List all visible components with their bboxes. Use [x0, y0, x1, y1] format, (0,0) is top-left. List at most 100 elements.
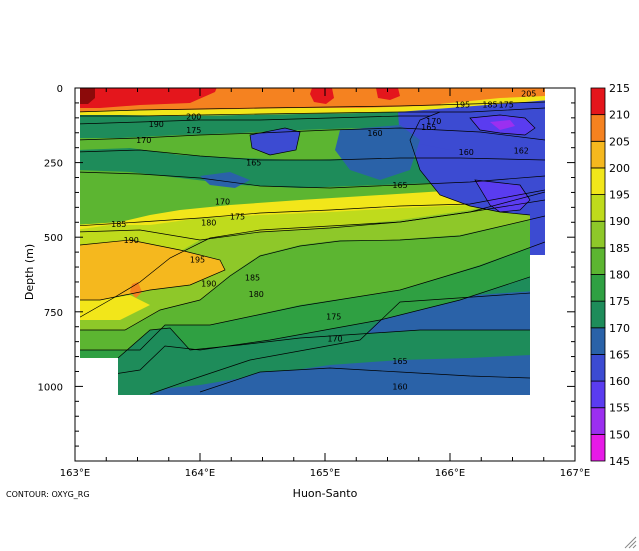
contour-label: 185	[245, 273, 260, 282]
x-tick-label: 166°E	[435, 468, 465, 479]
colorbar-label: 195	[609, 189, 630, 202]
contour-label: 180	[249, 290, 264, 299]
contour-line	[80, 189, 545, 227]
colorbar-label: 175	[609, 295, 630, 308]
contour-lines	[80, 101, 545, 395]
contour-line	[409, 111, 531, 216]
colorbar-label: 155	[609, 402, 630, 415]
y-tick-label: 250	[44, 159, 63, 170]
band-surface-darkred	[80, 88, 95, 104]
contour-label: 165	[421, 123, 436, 132]
blob-red-166e	[376, 88, 400, 100]
colorbar-label: 165	[609, 348, 630, 361]
contour-label: 185	[482, 100, 497, 109]
x-tick-label: 164°E	[185, 468, 215, 479]
contour-label: 180	[201, 218, 216, 227]
contour-label: 200	[186, 112, 201, 121]
contour-label: 165	[392, 181, 407, 190]
contour-line	[80, 101, 545, 113]
y-tick-label: 1000	[38, 382, 63, 393]
x-tick-label: 165°E	[310, 468, 340, 479]
contour-label: 170	[136, 136, 151, 145]
x-axis-title: Huon-Santo	[293, 487, 358, 500]
contour-line	[80, 115, 430, 125]
colorbar-label: 150	[609, 428, 630, 441]
colorbar-label: 205	[609, 135, 630, 148]
colorbar-swatch	[590, 327, 606, 355]
contour-label: 175	[499, 100, 514, 109]
colorbar-swatch	[590, 167, 606, 195]
colorbar-swatch	[590, 300, 606, 329]
colorbar-label: 200	[609, 162, 630, 175]
blob-blue-top-east	[398, 100, 545, 160]
contour-line	[80, 171, 545, 189]
contour-label: 165	[392, 357, 407, 366]
contour-label: 175	[326, 312, 341, 321]
contour-line	[469, 114, 536, 136]
contour-line	[80, 149, 545, 161]
colorbar-label: 160	[609, 375, 630, 388]
colorbar-label: 180	[609, 269, 630, 282]
contour-label: 195	[190, 256, 205, 265]
blob-lavender-east	[475, 180, 530, 212]
contour-label: 170	[327, 335, 342, 344]
contour-line	[80, 199, 545, 321]
colorbar-swatch	[590, 114, 606, 142]
colorbar-label: 145	[609, 455, 630, 468]
blob-blue-west	[335, 125, 420, 180]
blob-red-165e	[310, 88, 334, 104]
blob-magenta-east	[490, 120, 515, 130]
y-axis-title: Depth (m)	[23, 244, 36, 300]
contour-line	[80, 215, 545, 331]
colorbar-label: 190	[609, 215, 630, 228]
contour-label: 195	[455, 100, 470, 109]
contour-line	[80, 271, 545, 381]
colorbar-label: 210	[609, 109, 630, 122]
contour-line	[80, 241, 545, 351]
blob-blue-mid	[200, 172, 250, 188]
x-tick-label: 163°E	[60, 468, 90, 479]
y-tick-label: 0	[57, 84, 63, 95]
contour-line	[117, 327, 530, 359]
colorbar: 145 150 155 160 165 170 175 180 185 190 195 200 205 2…	[590, 82, 630, 468]
band-deep-teal	[118, 328, 530, 390]
colorbar-swatch	[590, 247, 606, 275]
contour-footnote: CONTOUR: OXYG_RG	[6, 490, 90, 499]
contour-label: 160	[459, 148, 474, 157]
colorbar-swatch	[590, 87, 606, 116]
contour-label: 190	[149, 120, 164, 129]
colorbar-swatch	[590, 380, 606, 409]
contour-label: 185	[111, 220, 126, 229]
contour-label: 190	[124, 236, 139, 245]
contour-label: 165	[246, 159, 261, 168]
contour-label: 175	[186, 126, 201, 135]
contour-label: 190	[201, 279, 216, 288]
colorbar-swatch	[590, 220, 606, 249]
contour-line	[474, 179, 531, 213]
contour-line	[149, 291, 545, 395]
contour-label: 160	[367, 129, 382, 138]
contour-line	[80, 107, 545, 117]
colorbar-swatch	[590, 354, 606, 382]
colorbar-swatch	[590, 194, 606, 222]
contour-label: 160	[392, 382, 407, 391]
colorbar-swatch	[590, 407, 606, 435]
contour-label: 175	[230, 212, 245, 221]
contour-label: 170	[426, 117, 441, 126]
colorbar-swatch	[590, 140, 606, 169]
colorbar-label: 170	[609, 322, 630, 335]
band-surface-red	[80, 88, 220, 108]
x-tick-label: 167°E	[560, 468, 590, 479]
colorbar-label: 215	[609, 82, 630, 95]
contour-line	[80, 239, 226, 301]
resize-grip-icon[interactable]	[624, 536, 637, 549]
oxygen-contour-field	[80, 88, 545, 395]
contour-line	[199, 367, 531, 393]
band-deep-orange-mid	[80, 295, 150, 320]
y-tick-label: 750	[44, 308, 63, 319]
colorbar-swatch	[590, 274, 606, 302]
axes: 163°E 164°E 165°E 166°E 167°E 0 250 500 750 1000	[38, 84, 591, 479]
contour-label: 170	[215, 197, 230, 206]
